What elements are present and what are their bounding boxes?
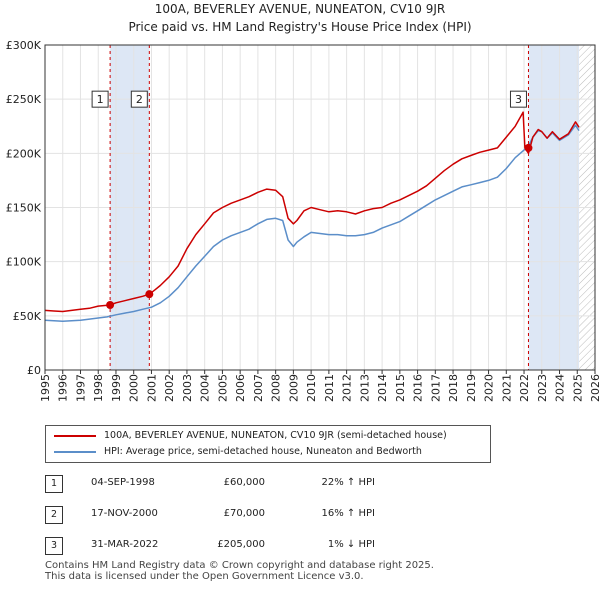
plot-frame <box>44 44 596 371</box>
attribution-footer: Contains HM Land Registry data © Crown c… <box>45 560 434 582</box>
transaction-label-number: 3 <box>515 93 522 106</box>
y-tick-label: £150K <box>6 202 42 215</box>
transaction-number-badge: 3 <box>45 537 63 555</box>
x-tick-label: 1996 <box>57 374 70 402</box>
x-tick-label: 2009 <box>287 374 300 402</box>
transaction-number-badge: 2 <box>45 506 63 524</box>
footer-copyright: Contains HM Land Registry data © Crown c… <box>45 560 434 571</box>
transaction-date: 17-NOV-2000 <box>91 508 158 519</box>
transaction-hpi-change: 16% ↑ HPI <box>321 508 375 519</box>
transaction-hpi-change: 1% ↓ HPI <box>327 539 375 550</box>
footer-licence: This data is licensed under the Open Gov… <box>45 571 364 582</box>
transaction-date: 31-MAR-2022 <box>91 539 159 550</box>
x-tick-label: 1997 <box>74 374 87 402</box>
transaction-date: 04-SEP-1998 <box>91 477 155 488</box>
x-tick-label: 2017 <box>429 374 442 402</box>
transaction-label-box <box>91 90 109 108</box>
legend-hpi-label: HPI: Average price, semi-detached house,… <box>104 446 422 457</box>
y-tick-label: £300K <box>6 39 42 52</box>
x-tick-label: 2024 <box>554 374 567 402</box>
legend-property-swatch <box>54 435 96 437</box>
x-tick-label: 2011 <box>323 374 336 402</box>
transaction-price: £70,000 <box>223 508 265 519</box>
transaction-label-box <box>509 90 527 108</box>
transaction-number-badge: 1 <box>45 475 63 493</box>
chart-subtitle: Price paid vs. HM Land Registry's House … <box>128 20 472 34</box>
y-tick-label: £0 <box>27 364 41 377</box>
price-chart: 1 2 3 £0 £50K £100K £150K £200K £250K £300K 1995 1… <box>6 39 600 402</box>
x-tick-label: 2000 <box>128 374 141 402</box>
x-tick-label: 2013 <box>358 374 371 402</box>
x-tick-label: 1995 <box>39 374 52 402</box>
x-tick-label: 2003 <box>181 374 194 402</box>
x-tick-label: 2007 <box>252 374 265 402</box>
transaction-price: £205,000 <box>217 539 265 550</box>
y-tick-label: £100K <box>6 256 42 269</box>
transaction-point <box>145 290 154 299</box>
y-tick-label: £200K <box>6 147 42 160</box>
x-tick-label: 2018 <box>447 374 460 402</box>
transaction-label-number: 1 <box>97 93 104 106</box>
x-tick-label: 2010 <box>305 374 318 402</box>
x-tick-label: 2001 <box>145 374 158 402</box>
y-tick-label: £250K <box>6 93 42 106</box>
x-tick-label: 2006 <box>234 374 247 402</box>
transaction-point <box>524 143 533 152</box>
hpi-line <box>44 124 580 323</box>
x-tick-label: 2021 <box>500 374 513 402</box>
x-tick-label: 2012 <box>341 374 354 402</box>
x-tick-label: 2025 <box>571 374 584 402</box>
chart-title-address: 100A, BEVERLEY AVENUE, NUNEATON, CV10 9J… <box>154 2 446 16</box>
legend-property-label: 100A, BEVERLEY AVENUE, NUNEATON, CV10 9J… <box>104 430 447 441</box>
x-tick-label: 2005 <box>216 374 229 402</box>
transaction-label-box <box>130 90 148 108</box>
x-tick-label: 2008 <box>270 374 283 402</box>
x-tick-label: 2026 <box>589 374 600 402</box>
x-tick-label: 2015 <box>394 374 407 402</box>
x-tick-label: 2002 <box>163 374 176 402</box>
x-tick-label: 2014 <box>376 374 389 402</box>
transaction-point <box>106 301 115 309</box>
legend-hpi-swatch <box>54 451 96 453</box>
x-tick-label: 2022 <box>518 374 531 402</box>
x-tick-label: 2016 <box>412 374 425 402</box>
x-tick-label: 1998 <box>92 374 105 402</box>
transaction-label-number: 2 <box>136 93 143 106</box>
transaction-hpi-change: 22% ↑ HPI <box>321 477 375 488</box>
y-tick-label: £50K <box>13 310 42 323</box>
transaction-price: £60,000 <box>223 477 265 488</box>
chart-legend: 100A, BEVERLEY AVENUE, NUNEATON, CV10 9J… <box>45 425 491 463</box>
x-tick-label: 2020 <box>483 374 496 402</box>
x-tick-label: 2004 <box>199 374 212 402</box>
x-tick-label: 2019 <box>465 374 478 402</box>
property-price-line <box>44 111 580 313</box>
x-tick-label: 2023 <box>536 374 549 402</box>
x-tick-label: 1999 <box>110 374 123 402</box>
